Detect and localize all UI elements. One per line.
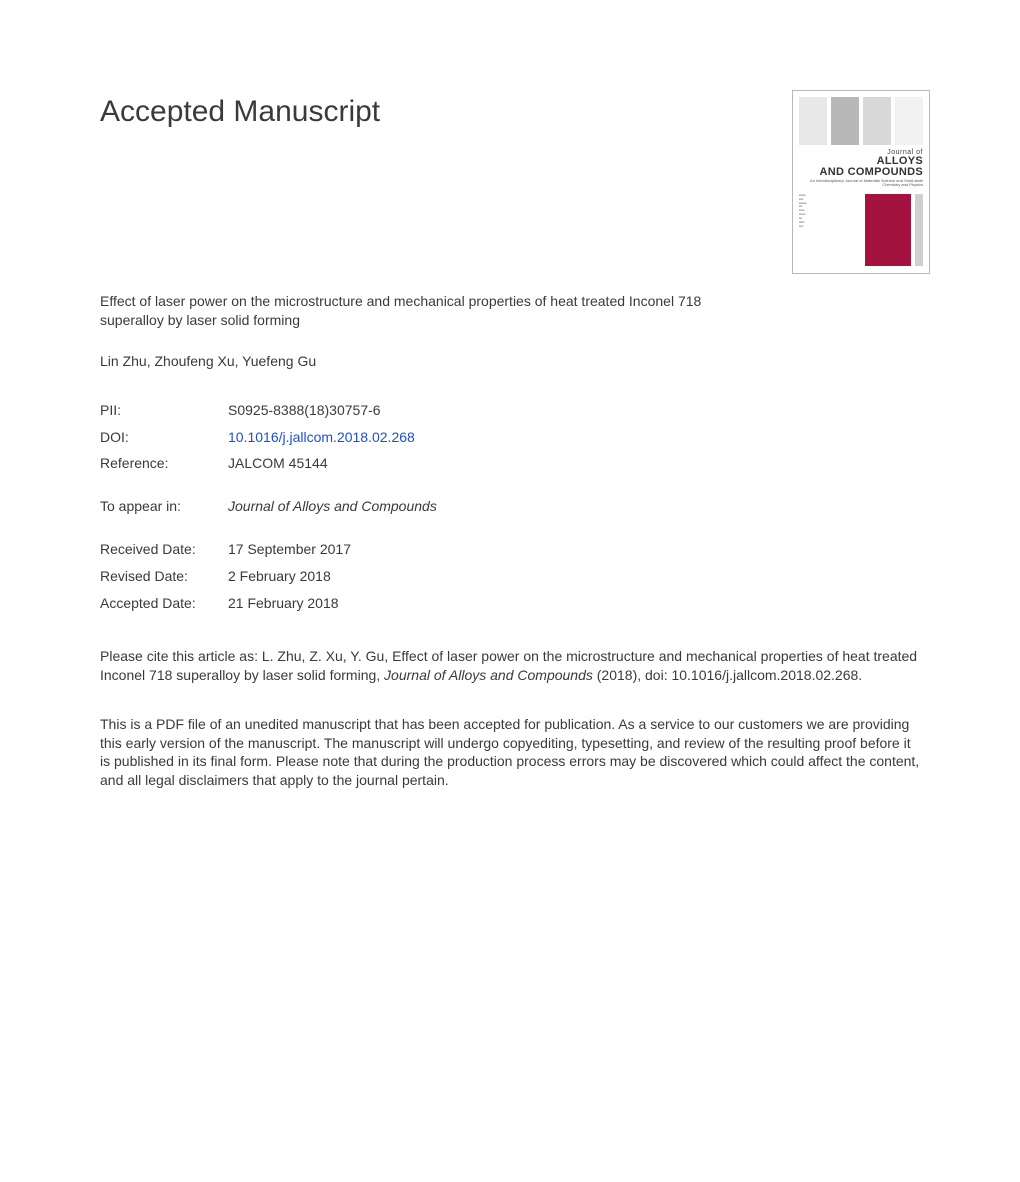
received-date-value: 17 September 2017 bbox=[228, 540, 351, 559]
journal-cover-thumbnail: Journal of ALLOYS AND COMPOUNDS An Inter… bbox=[792, 90, 930, 274]
reference-value: JALCOM 45144 bbox=[228, 454, 328, 473]
cover-title-line2: AND COMPOUNDS bbox=[799, 167, 923, 178]
pii-label: PII: bbox=[100, 401, 228, 420]
reference-label: Reference: bbox=[100, 454, 228, 473]
to-appear-label: To appear in: bbox=[100, 497, 228, 516]
citation-journal: Journal of Alloys and Compounds bbox=[384, 667, 593, 683]
page-heading: Accepted Manuscript bbox=[100, 92, 380, 133]
accepted-date-label: Accepted Date: bbox=[100, 594, 228, 613]
doi-link[interactable]: 10.1016/j.jallcom.2018.02.268 bbox=[228, 428, 415, 447]
received-date-label: Received Date: bbox=[100, 540, 228, 559]
revised-date-value: 2 February 2018 bbox=[228, 567, 331, 586]
authors: Lin Zhu, Zhoufeng Xu, Yuefeng Gu bbox=[100, 352, 930, 371]
header-row: Accepted Manuscript Journal of ALLOYS AN… bbox=[100, 90, 930, 274]
cover-subtitle: An Interdisciplinary Journal of Material… bbox=[799, 179, 923, 188]
doi-label: DOI: bbox=[100, 428, 228, 447]
metadata-table: PII: S0925-8388(18)30757-6 DOI: 10.1016/… bbox=[100, 401, 930, 474]
citation-block: Please cite this article as: L. Zhu, Z. … bbox=[100, 647, 920, 685]
dates-table: Received Date: 17 September 2017 Revised… bbox=[100, 540, 930, 613]
revised-date-label: Revised Date: bbox=[100, 567, 228, 586]
journal-name: Journal of Alloys and Compounds bbox=[228, 497, 437, 516]
citation-suffix: (2018), doi: 10.1016/j.jallcom.2018.02.2… bbox=[593, 667, 862, 683]
journal-row: To appear in: Journal of Alloys and Comp… bbox=[100, 497, 930, 516]
accepted-date-value: 21 February 2018 bbox=[228, 594, 339, 613]
article-title: Effect of laser power on the microstruct… bbox=[100, 292, 750, 330]
pii-value: S0925-8388(18)30757-6 bbox=[228, 401, 381, 420]
disclaimer-text: This is a PDF file of an unedited manusc… bbox=[100, 715, 920, 791]
